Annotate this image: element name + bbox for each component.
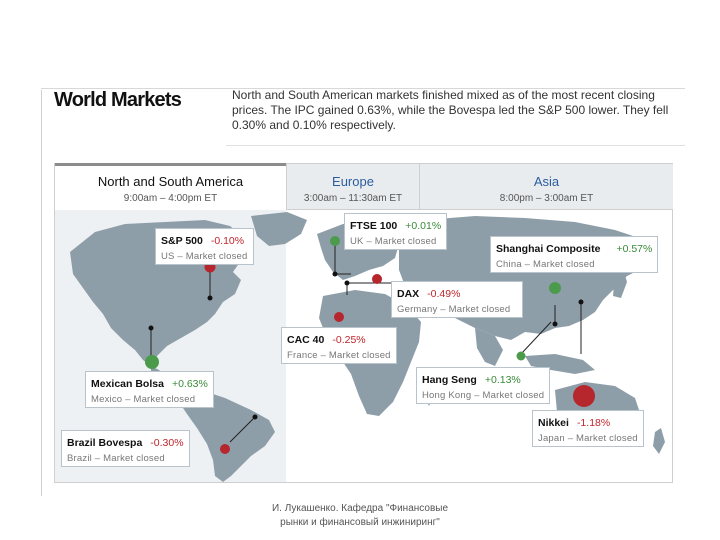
- market-status: Brazil – Market closed: [67, 453, 165, 464]
- index-name: Hang Seng: [422, 374, 477, 386]
- greenland-shape: [251, 212, 307, 246]
- market-status: Mexico – Market closed: [91, 394, 196, 405]
- tab-hours: 8:00pm – 3:00am ET: [499, 193, 594, 204]
- index-change: +0.63%: [171, 378, 208, 390]
- market-summary-text: North and South American markets finishe…: [232, 88, 669, 132]
- market-status: France – Market closed: [287, 350, 391, 361]
- index-change: +0.13%: [484, 374, 521, 386]
- index-change: -0.10%: [210, 235, 245, 247]
- tab-europe[interactable]: Europe 3:00am – 11:30am ET: [286, 164, 419, 210]
- market-status: US – Market closed: [161, 251, 248, 262]
- ftse-callout[interactable]: FTSE 100 +0.01% UK – Market closed: [344, 213, 448, 250]
- world-markets-widget: North and South America 9:00am – 4:00pm …: [54, 163, 673, 483]
- tab-label: North and South America: [97, 174, 244, 189]
- tab-label: Asia: [533, 174, 560, 189]
- bovespa-leader-line: [229, 416, 256, 443]
- hangseng-callout[interactable]: Hang Seng +0.13% Hong Kong – Market close…: [416, 367, 551, 404]
- bolsa-callout[interactable]: Mexican Bolsa +0.63% Mexico – Market clos…: [85, 371, 214, 408]
- index-name: CAC 40: [287, 334, 325, 346]
- hangseng-leader-line: [520, 321, 552, 355]
- tab-asia[interactable]: Asia 8:00pm – 3:00am ET: [419, 164, 673, 210]
- index-name: S&P 500: [161, 235, 203, 247]
- dax-callout[interactable]: DAX -0.49% Germany – Market closed: [391, 281, 523, 318]
- index-name: Nikkei: [538, 417, 569, 429]
- sp500-callout[interactable]: S&P 500 -0.10% US – Market closed: [155, 228, 254, 265]
- index-name: FTSE 100: [350, 220, 398, 232]
- page-left-border: [41, 90, 42, 496]
- cac-marker[interactable]: [334, 312, 344, 322]
- summary-divider: [226, 145, 685, 146]
- nikkei-marker[interactable]: [573, 385, 595, 407]
- hangseng-marker[interactable]: [516, 351, 526, 361]
- cac-callout[interactable]: CAC 40 -0.25% France – Market closed: [281, 327, 397, 364]
- southeast-asia-islands-shape: [525, 354, 595, 374]
- index-change: -1.18%: [576, 417, 611, 429]
- index-name: Mexican Bolsa: [91, 378, 164, 390]
- nikkei-callout[interactable]: Nikkei -1.18% Japan – Market closed: [532, 410, 644, 447]
- market-status: Germany – Market closed: [397, 304, 511, 315]
- bolsa-marker[interactable]: [145, 355, 159, 369]
- uk-shape: [325, 242, 337, 262]
- index-name: DAX: [397, 288, 420, 300]
- region-tabs: North and South America 9:00am – 4:00pm …: [55, 163, 673, 212]
- index-change: +0.57%: [616, 243, 653, 255]
- index-name: Brazil Bovespa: [67, 437, 143, 449]
- tab-hours: 9:00am – 4:00pm ET: [123, 193, 218, 204]
- index-change: -0.25%: [332, 334, 366, 346]
- bovespa-marker[interactable]: [220, 444, 230, 454]
- index-change: +0.01%: [405, 220, 442, 232]
- tab-north-south-america[interactable]: North and South America 9:00am – 4:00pm …: [55, 163, 286, 212]
- world-map: S&P 500 -0.10% US – Market closed FTSE 10…: [55, 210, 672, 482]
- index-name: Shanghai Composite: [496, 243, 601, 255]
- south-america-shape: [179, 390, 275, 482]
- shanghai-marker[interactable]: [549, 282, 561, 294]
- slide-footer: И. Лукашенко. Кафедра "Финансовые рынки …: [230, 502, 490, 530]
- market-status: Japan – Market closed: [538, 433, 638, 444]
- market-status: Hong Kong – Market closed: [422, 390, 545, 401]
- page-title: World Markets: [54, 89, 182, 111]
- index-change: -0.30%: [150, 437, 184, 449]
- header-top-rule: [41, 88, 685, 89]
- market-status: China – Market closed: [496, 259, 595, 270]
- ftse-marker[interactable]: [330, 236, 340, 246]
- dax-marker[interactable]: [372, 274, 382, 284]
- new-zealand-shape: [653, 428, 665, 454]
- market-status: UK – Market closed: [350, 236, 437, 247]
- bovespa-callout[interactable]: Brazil Bovespa -0.30% Brazil – Market clo…: [61, 430, 190, 467]
- tab-label: Europe: [332, 174, 374, 189]
- japan-shape: [613, 268, 627, 298]
- index-change: -0.49%: [427, 288, 461, 300]
- shanghai-callout[interactable]: Shanghai Composite +0.57% China – Market …: [490, 236, 659, 273]
- footer-line-2: рынки и финансовый инжиниринг": [280, 517, 440, 528]
- footer-line-1: И. Лукашенко. Кафедра "Финансовые: [271, 503, 449, 514]
- india-shape: [475, 328, 503, 366]
- tab-hours: 3:00am – 11:30am ET: [303, 193, 403, 204]
